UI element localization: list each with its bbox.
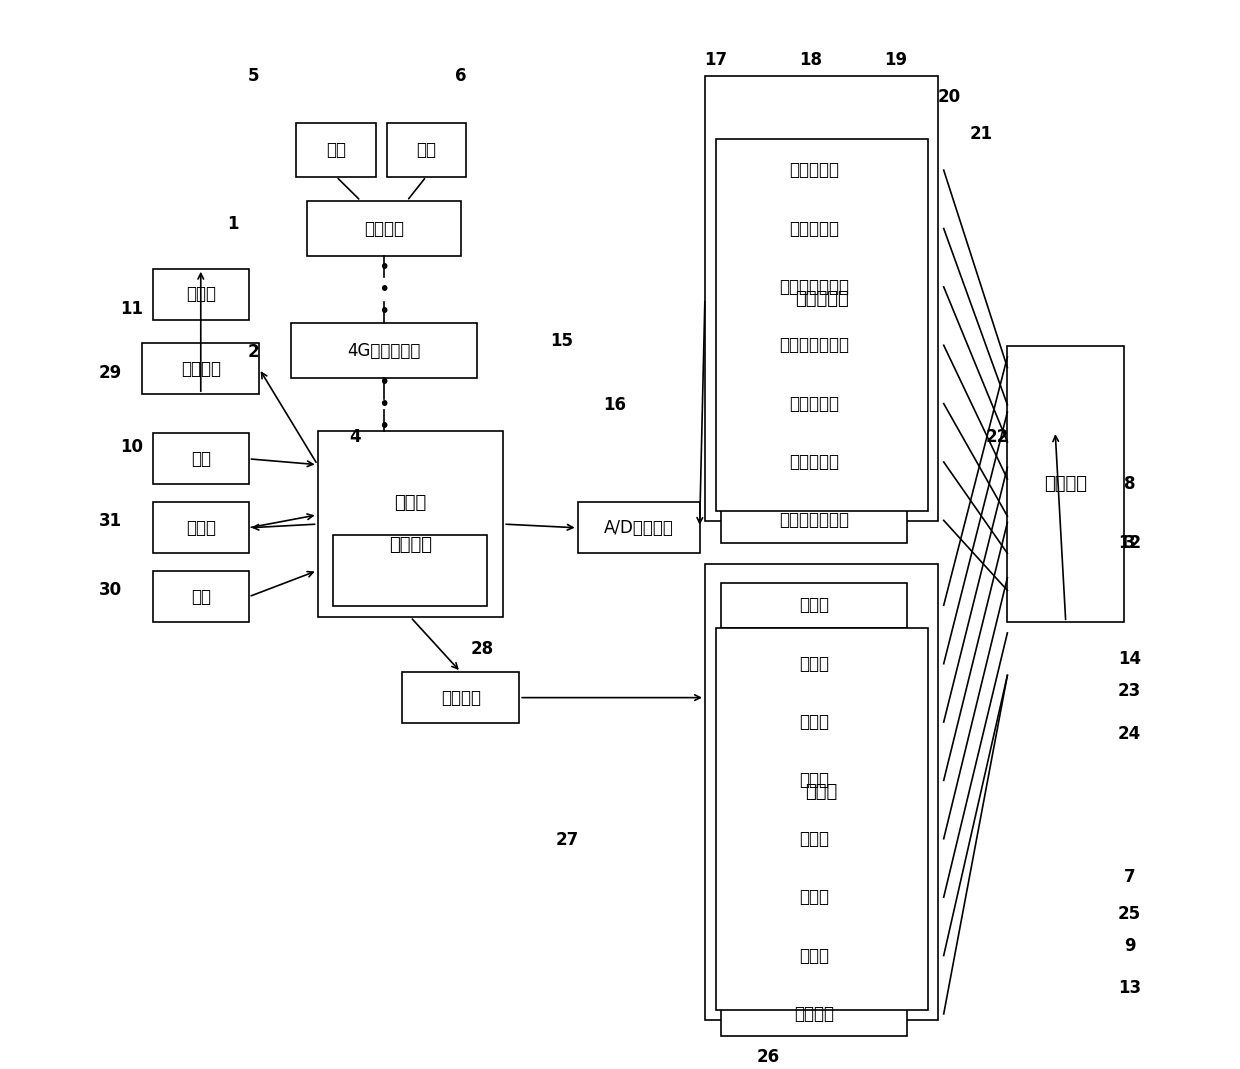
Text: 存储器: 存储器 (186, 518, 216, 537)
Text: 监控平台: 监控平台 (363, 219, 404, 237)
Text: 23: 23 (1117, 682, 1141, 700)
FancyBboxPatch shape (720, 874, 906, 919)
FancyBboxPatch shape (720, 148, 906, 192)
Text: 16: 16 (603, 396, 626, 414)
Text: 18: 18 (800, 50, 822, 68)
Text: 手机: 手机 (326, 141, 346, 159)
Text: 输出模块: 输出模块 (181, 359, 221, 377)
Text: 12: 12 (1118, 533, 1141, 552)
FancyBboxPatch shape (308, 201, 461, 257)
FancyBboxPatch shape (387, 123, 466, 176)
Text: 24: 24 (1117, 725, 1141, 743)
FancyBboxPatch shape (720, 382, 906, 425)
FancyBboxPatch shape (720, 992, 906, 1036)
FancyBboxPatch shape (403, 672, 520, 723)
FancyBboxPatch shape (317, 431, 503, 617)
Text: 湿度传感器: 湿度传感器 (789, 394, 838, 413)
Text: 1: 1 (227, 215, 238, 233)
FancyBboxPatch shape (704, 76, 939, 522)
Text: 13: 13 (1118, 979, 1141, 997)
Text: 15: 15 (551, 332, 573, 350)
FancyBboxPatch shape (720, 265, 906, 309)
FancyBboxPatch shape (715, 139, 928, 511)
Text: 7: 7 (1123, 868, 1136, 886)
FancyBboxPatch shape (153, 502, 248, 554)
Text: 液位传感器: 液位传感器 (789, 453, 838, 471)
Text: 25: 25 (1118, 905, 1141, 924)
Text: 30: 30 (99, 582, 122, 600)
FancyBboxPatch shape (1007, 346, 1125, 622)
FancyBboxPatch shape (143, 343, 259, 394)
Text: 温度传感器: 温度传感器 (789, 161, 838, 180)
Text: 二氧化碳传感器: 二氧化碳传感器 (779, 337, 848, 354)
Text: 27: 27 (556, 831, 579, 849)
Text: 8: 8 (1123, 476, 1135, 493)
FancyBboxPatch shape (153, 571, 248, 622)
Text: 声光报警: 声光报警 (794, 1005, 833, 1023)
FancyBboxPatch shape (720, 439, 906, 484)
Text: 17: 17 (704, 50, 727, 68)
Text: 4: 4 (348, 428, 361, 446)
FancyBboxPatch shape (715, 628, 928, 1009)
FancyBboxPatch shape (334, 534, 487, 606)
Text: 人体红外传感器: 人体红外传感器 (779, 511, 848, 529)
Text: 日光温室: 日光温室 (1044, 476, 1087, 493)
Text: 键盘: 键盘 (191, 450, 211, 468)
Text: 执行组: 执行组 (806, 784, 838, 801)
Text: 补水泵: 补水泵 (799, 830, 828, 848)
FancyBboxPatch shape (720, 758, 906, 803)
Text: 10: 10 (120, 438, 144, 456)
FancyBboxPatch shape (578, 502, 699, 554)
FancyBboxPatch shape (291, 323, 476, 378)
Text: 土壤湿度传感器: 土壤湿度传感器 (779, 278, 848, 296)
Text: 灌溉泵: 灌溉泵 (799, 772, 828, 789)
Text: 2: 2 (248, 343, 259, 360)
FancyBboxPatch shape (720, 641, 906, 686)
Text: 20: 20 (937, 88, 961, 106)
FancyBboxPatch shape (720, 817, 906, 861)
FancyBboxPatch shape (720, 323, 906, 368)
FancyBboxPatch shape (720, 933, 906, 978)
Text: 摄像头: 摄像头 (799, 946, 828, 964)
Text: 控制模块: 控制模块 (440, 688, 481, 707)
Text: 28: 28 (470, 640, 494, 657)
Text: 3: 3 (1123, 533, 1136, 552)
Text: 平板: 平板 (417, 141, 436, 159)
Text: 29: 29 (99, 363, 123, 382)
FancyBboxPatch shape (720, 700, 906, 744)
Text: 22: 22 (985, 428, 1008, 446)
FancyBboxPatch shape (153, 268, 248, 320)
Text: 5: 5 (248, 66, 259, 84)
FancyBboxPatch shape (153, 433, 248, 484)
Text: 4G无线路由器: 4G无线路由器 (347, 342, 420, 359)
Text: 19: 19 (884, 50, 908, 68)
Text: 显示屏: 显示屏 (186, 285, 216, 304)
Text: 6: 6 (455, 66, 466, 84)
Text: •
•
•: • • • (378, 258, 389, 321)
Text: 31: 31 (99, 512, 122, 530)
Text: 9: 9 (1123, 938, 1136, 955)
Text: 11: 11 (120, 300, 144, 319)
Text: 14: 14 (1118, 650, 1141, 668)
FancyBboxPatch shape (704, 564, 939, 1020)
FancyBboxPatch shape (720, 206, 906, 251)
FancyBboxPatch shape (296, 123, 376, 176)
Text: A/D转换模块: A/D转换模块 (604, 518, 673, 537)
Text: 蜂鸣器: 蜂鸣器 (799, 888, 828, 907)
Text: 电源: 电源 (191, 588, 211, 606)
Text: 控制器

微处理器: 控制器 微处理器 (389, 494, 432, 554)
FancyBboxPatch shape (720, 583, 906, 628)
Text: 光照传感器: 光照传感器 (789, 219, 838, 237)
Text: •
•
•: • • • (378, 373, 389, 436)
Text: 26: 26 (758, 1049, 780, 1067)
FancyBboxPatch shape (720, 498, 906, 543)
Text: 补光灯: 补光灯 (799, 654, 828, 672)
Text: 数据采集组: 数据采集组 (795, 290, 848, 308)
Text: 换气扇: 换气扇 (799, 713, 828, 731)
Text: 卷扬机: 卷扬机 (799, 597, 828, 615)
Text: 21: 21 (970, 125, 992, 143)
